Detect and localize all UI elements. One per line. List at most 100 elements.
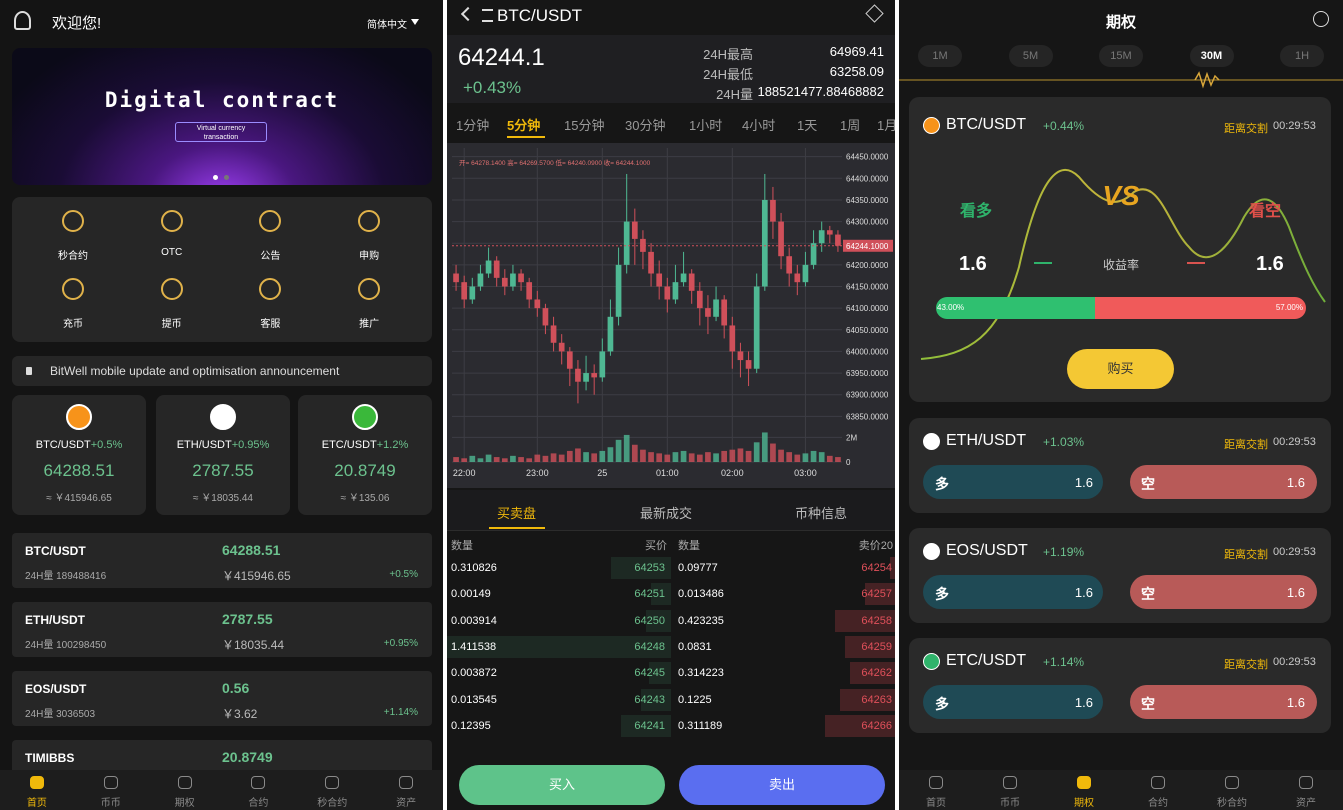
trade-pair: BTC/USDT [497, 6, 582, 25]
menu-label[interactable]: OTC [161, 247, 183, 258]
nav-icon [929, 776, 943, 789]
volume-bar [729, 449, 736, 462]
long-button[interactable] [923, 465, 1103, 499]
interval-tab[interactable]: 1小时 [689, 118, 723, 133]
period-pill[interactable]: 15M [1099, 45, 1143, 67]
volume-tick-label: 0 [846, 458, 851, 467]
nav-label[interactable]: 期权 [174, 798, 195, 809]
nav-label[interactable]: 秒合约 [1217, 798, 1247, 809]
market-row[interactable] [12, 533, 432, 588]
y-tick-label: 64350.0000 [846, 196, 889, 205]
sell-button[interactable]: 卖出 [679, 765, 885, 805]
buy-button[interactable]: 买入 [459, 765, 665, 805]
interval-tab[interactable]: 15分钟 [564, 118, 605, 133]
announcement-text[interactable]: BitWell mobile update and optimisation a… [50, 364, 340, 378]
book-tab[interactable]: 最新成交 [640, 506, 693, 521]
long-text: 多 [935, 696, 949, 712]
back-arrow[interactable] [460, 6, 476, 22]
y-tick-label: 63950.0000 [846, 369, 889, 378]
ask-price: 64266 [861, 719, 892, 732]
last-price-label: 64244.1000 [846, 242, 889, 251]
nav-icon [325, 776, 340, 789]
last-price-box [843, 239, 893, 252]
candle-body [818, 230, 825, 244]
menu-label[interactable]: 推广 [359, 319, 380, 330]
candle-body [705, 308, 711, 317]
nav-label[interactable]: 合约 [248, 798, 269, 809]
candle-body [526, 282, 533, 300]
help-icon[interactable] [1313, 11, 1329, 27]
period-pill[interactable]: 30M [1189, 45, 1234, 67]
ticker-price: 64288.51 [43, 461, 115, 480]
purchase-button[interactable]: 购买 [1067, 349, 1174, 389]
period-pill[interactable]: 1H [1280, 45, 1324, 67]
market-cny: ￥3.62 [222, 707, 258, 721]
nav-icon [251, 776, 266, 789]
long-button[interactable] [923, 575, 1103, 609]
candle-body [761, 199, 768, 287]
interval-tab[interactable]: 1天 [797, 118, 818, 133]
candle-body [501, 277, 508, 287]
market-row[interactable] [12, 671, 432, 726]
interval-tab[interactable]: 1月 [877, 118, 895, 133]
interval-tab[interactable]: 4小时 [742, 118, 776, 133]
candle-body [583, 373, 589, 382]
trade-screen: BTC/USDT 64244.1 +0.43% 24H最高 64969.41 24H最低 6… [447, 0, 895, 810]
volume-bar [713, 453, 719, 462]
short-button[interactable] [1130, 575, 1317, 609]
market-cny: ￥415946.65 [222, 569, 291, 583]
favorite-star[interactable] [865, 4, 884, 23]
menu-label[interactable]: 公告 [260, 251, 281, 262]
interval-tab[interactable]: 5分钟 [507, 118, 541, 133]
language[interactable]: 简体中文 [367, 20, 407, 31]
short-button[interactable] [1130, 465, 1317, 499]
option-change: +0.44% [1043, 119, 1085, 133]
volume-bar [550, 453, 557, 462]
interval-tab[interactable]: 1分钟 [456, 118, 490, 133]
menu-label[interactable]: 申购 [359, 251, 380, 262]
ticker-change: +0.5% [90, 439, 123, 451]
candle-body [664, 286, 671, 300]
ask-depth [835, 609, 895, 632]
ticker-change: +0.95% [231, 439, 270, 451]
market-row[interactable] [12, 602, 432, 657]
menu-label[interactable]: 提币 [161, 319, 182, 330]
nav-label[interactable]: 合约 [1148, 798, 1168, 809]
menu-icon [62, 278, 84, 300]
menu-label[interactable]: 秒合约 [58, 251, 88, 262]
options-screen: VS 期权 1M 5M 15M 30M 1H BTC/USDT +0.44% 距离交割 00:29… [899, 0, 1343, 810]
volume-bar [623, 434, 630, 462]
period-pill[interactable]: 5M [1008, 45, 1053, 67]
nav-label[interactable]: 秒合约 [317, 798, 348, 809]
countdown-label: 距离交割 [1224, 439, 1268, 451]
short-button[interactable] [1130, 685, 1317, 719]
nav-label[interactable]: 资产 [1296, 798, 1316, 809]
market-price: 64288.51 [222, 542, 281, 558]
period-pill[interactable]: 1M [918, 45, 962, 67]
book-tab[interactable]: 币种信息 [795, 506, 848, 521]
candle-body [656, 273, 663, 287]
options-title: 期权 [1105, 14, 1136, 31]
option-pair: EOS/USDT [946, 542, 1028, 559]
book-tab[interactable]: 买卖盘 [497, 506, 537, 521]
menu-label[interactable]: 充币 [63, 319, 83, 330]
market-pair: ETH/USDT [25, 613, 85, 627]
kline-chart: 64450.0000 64400.0000 64350.0000 64300.0000… [447, 143, 895, 488]
ticker-pair: ETH/USDT [176, 439, 232, 451]
market-price: 2787.55 [222, 611, 273, 627]
long-button[interactable] [923, 685, 1103, 719]
volume-bar [583, 452, 589, 462]
interval-tab[interactable]: 1周 [840, 118, 861, 133]
nav-label[interactable]: 币币 [1000, 798, 1020, 809]
nav-label[interactable]: 首页 [26, 798, 47, 809]
menu-label[interactable]: 客服 [260, 319, 281, 330]
long-text: 多 [935, 476, 949, 492]
menu-icon [259, 278, 282, 300]
nav-label[interactable]: 币币 [100, 798, 121, 809]
interval-tab[interactable]: 30分钟 [625, 118, 666, 133]
nav-label[interactable]: 资产 [396, 798, 417, 809]
ticker-cny: ≈ ￥18035.44 [193, 493, 253, 504]
volume-bar [501, 458, 508, 462]
nav-label[interactable]: 期权 [1074, 798, 1094, 809]
nav-label[interactable]: 首页 [926, 798, 946, 809]
